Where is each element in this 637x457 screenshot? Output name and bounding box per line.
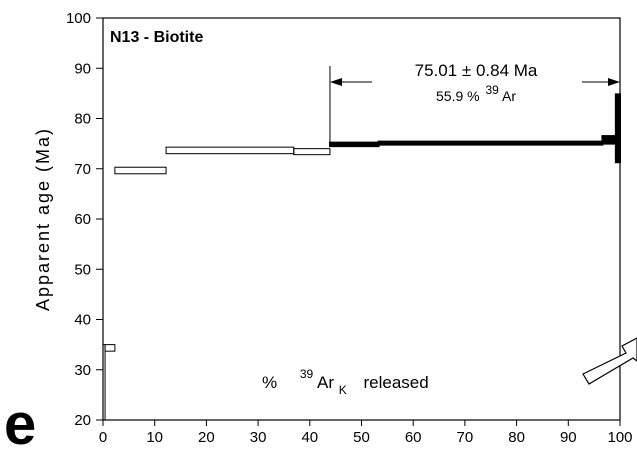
x-axis-title-prefix: %	[262, 373, 277, 392]
step-box	[102, 344, 106, 421]
x-tick-label: 30	[250, 429, 267, 446]
x-tick-label: 100	[607, 429, 632, 446]
plateau-percent-sup: 39	[486, 83, 500, 97]
x-tick-label: 60	[405, 429, 422, 446]
x-axis-ticks: 0 10 20 30 40 50 60 70 80 90 100	[99, 420, 633, 446]
x-tick-label: 90	[560, 429, 577, 446]
plateau-step	[377, 140, 604, 146]
x-tick-label: 40	[301, 429, 318, 446]
y-tick-label: 50	[74, 261, 91, 278]
x-axis-title: % 39 Ar K released	[262, 363, 429, 398]
plateau-age-label: 75.01 ± 0.84 Ma	[415, 61, 538, 80]
plot-frame	[102, 17, 621, 421]
outline-arrow-icon	[582, 337, 637, 385]
x-axis-title-sup: 39	[300, 367, 314, 381]
x-tick-label: 10	[146, 429, 163, 446]
step-box	[293, 148, 331, 156]
plateau-percent-label: 55.9 % 39 Ar	[436, 81, 516, 104]
x-tick-label: 0	[99, 429, 107, 446]
sample-label: N13 - Biotite	[110, 29, 203, 46]
y-axis-ticks: 20 30 40 50 60 70 80 90 100	[66, 10, 103, 429]
y-axis-title: Apparent age (Ma)	[33, 127, 53, 311]
y-tick-label: 20	[74, 412, 91, 429]
plateau-percent-prefix: 55.9 %	[436, 88, 480, 104]
plateau-indicator: 75.01 ± 0.84 Ma 55.9 % 39 Ar	[329, 61, 620, 147]
x-tick-label: 20	[198, 429, 215, 446]
y-tick-label: 30	[74, 362, 91, 379]
plateau-step	[614, 93, 622, 164]
y-tick-label: 40	[74, 312, 91, 329]
y-tick-label: 60	[74, 211, 91, 228]
plateau-step	[601, 135, 617, 145]
plateau-percent-main: Ar	[502, 88, 516, 104]
step-box	[114, 166, 167, 175]
x-tick-label: 50	[353, 429, 370, 446]
plateau-arrowhead-left	[329, 78, 342, 86]
x-axis-title-sub: K	[339, 383, 347, 397]
x-tick-label: 80	[508, 429, 525, 446]
x-axis-title-suffix: released	[364, 373, 429, 392]
step-series	[102, 93, 622, 421]
step-box	[104, 344, 116, 352]
y-tick-label: 90	[74, 60, 91, 77]
panel-letter: e	[4, 392, 36, 457]
y-tick-label: 70	[74, 161, 91, 178]
x-tick-label: 70	[457, 429, 474, 446]
step-box	[165, 146, 295, 155]
x-axis-title-main: Ar	[317, 373, 334, 392]
y-tick-label: 100	[66, 10, 91, 27]
plateau-arrowhead-right	[608, 78, 620, 86]
y-tick-label: 80	[74, 111, 91, 128]
plateau-step	[328, 141, 380, 148]
